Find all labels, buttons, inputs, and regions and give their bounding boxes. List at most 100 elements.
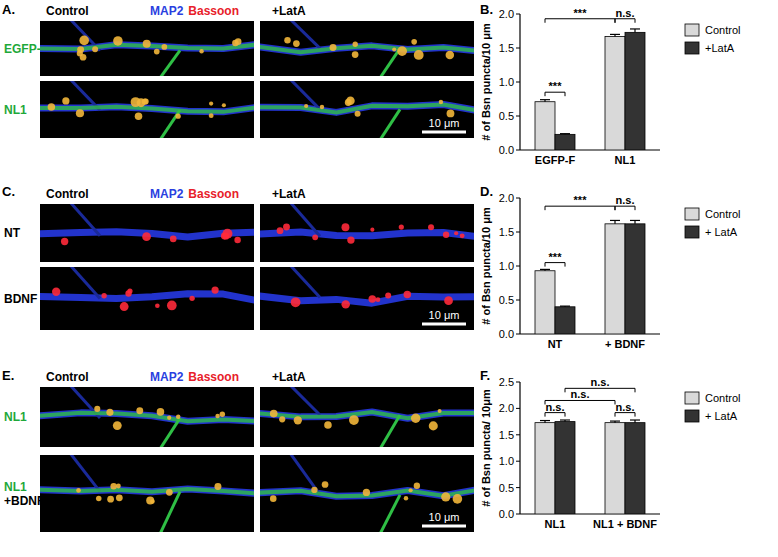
panel-label: E.: [2, 368, 14, 383]
error-bar: [630, 220, 640, 223]
y-tick-label: 1.0: [499, 76, 514, 88]
significance-label: ***: [574, 194, 588, 206]
stain-label: Bassoon: [188, 370, 239, 384]
branch: [290, 267, 320, 298]
puncta: [429, 421, 438, 430]
micrograph: [35, 202, 259, 262]
green-fill: [260, 412, 474, 418]
error-bar: [610, 220, 620, 223]
puncta: [106, 409, 113, 416]
panel-label: B.: [480, 2, 493, 17]
puncta: [222, 103, 226, 107]
y-tick: [516, 116, 520, 117]
y-axis: [519, 382, 520, 514]
image-content: [40, 81, 254, 138]
branch: [70, 267, 100, 299]
puncta: [346, 96, 355, 105]
puncta: [136, 407, 143, 414]
puncta: [428, 224, 434, 230]
puncta: [411, 39, 417, 45]
legend-label: + LatA: [705, 410, 738, 422]
y-tick-label: 1.0: [499, 455, 514, 467]
image-content: [40, 455, 254, 532]
puncta: [167, 416, 171, 420]
y-tick-label: 0.0: [499, 144, 514, 156]
branch: [290, 81, 320, 109]
condition-label: +LatA: [272, 4, 306, 18]
y-tick-label: 1.0: [499, 260, 514, 272]
puncta: [446, 51, 454, 59]
significance-bracket: [545, 19, 615, 23]
puncta: [143, 40, 151, 48]
y-tick: [516, 461, 520, 462]
error-cap: [610, 420, 620, 421]
puncta: [155, 303, 160, 308]
puncta: [62, 97, 69, 104]
micrograph: [255, 265, 479, 330]
x-tick-label: NT: [548, 338, 563, 350]
error-cap: [630, 28, 640, 29]
legend-label: + LatA: [705, 226, 738, 238]
puncta: [157, 408, 165, 416]
bar: [625, 423, 645, 514]
condition-label: Control: [46, 187, 89, 201]
branch: [290, 21, 320, 48]
y-tick: [516, 232, 520, 233]
legend-label: Control: [705, 208, 740, 220]
y-tick: [516, 150, 520, 151]
y-tick-label: 2.0: [499, 192, 514, 204]
y-tick: [516, 382, 520, 383]
image-content: [260, 387, 474, 447]
puncta: [270, 495, 277, 502]
puncta: [404, 496, 409, 501]
significance-label: n.s.: [546, 401, 565, 413]
significance-label: ***: [549, 251, 563, 263]
bar: [605, 224, 625, 334]
puncta: [220, 411, 225, 416]
puncta: [385, 292, 391, 298]
image-content: [260, 21, 474, 76]
y-tick: [516, 14, 520, 15]
puncta: [79, 36, 89, 46]
panel-label: F.: [480, 368, 490, 383]
puncta: [77, 50, 83, 56]
condition-label: Control: [46, 4, 89, 18]
puncta: [270, 410, 278, 418]
stain-label: MAP2: [150, 370, 184, 384]
puncta: [320, 105, 324, 109]
stain-labels: MAP2Bassoon: [150, 4, 239, 18]
significance-label: ***: [574, 7, 588, 19]
branch: [290, 204, 320, 236]
y-tick-label: 2.0: [499, 402, 514, 414]
bar: [625, 32, 645, 150]
y-tick: [516, 434, 520, 435]
puncta: [291, 297, 301, 307]
y-tick: [516, 334, 520, 335]
y-tick-label: 0.5: [499, 294, 514, 306]
puncta: [277, 227, 284, 234]
image-content: [40, 204, 254, 245]
puncta: [353, 42, 358, 47]
dendrite: [40, 294, 254, 301]
row-label: BDNF: [4, 292, 37, 306]
y-tick: [516, 300, 520, 301]
micrograph: [255, 79, 479, 140]
puncta: [324, 421, 332, 429]
puncta: [414, 50, 424, 60]
error-cap: [540, 99, 550, 100]
dendrite: [260, 232, 474, 237]
row-label: +BDNF: [4, 494, 44, 508]
puncta: [453, 494, 463, 504]
puncta: [404, 291, 412, 299]
chart: 0.00.51.01.52.0# of Bsn puncta/10 μmNT+ …: [480, 192, 740, 350]
green-branch: [380, 109, 400, 138]
puncta: [444, 296, 453, 305]
puncta: [341, 223, 349, 231]
y-tick-label: 0.0: [499, 328, 514, 340]
significance-bracket: [545, 400, 615, 404]
y-tick-label: 2.5: [499, 376, 514, 388]
error-bar: [630, 29, 640, 32]
error-cap: [540, 269, 550, 270]
x-tick-label: + BDNF: [605, 338, 645, 350]
puncta: [176, 415, 181, 420]
